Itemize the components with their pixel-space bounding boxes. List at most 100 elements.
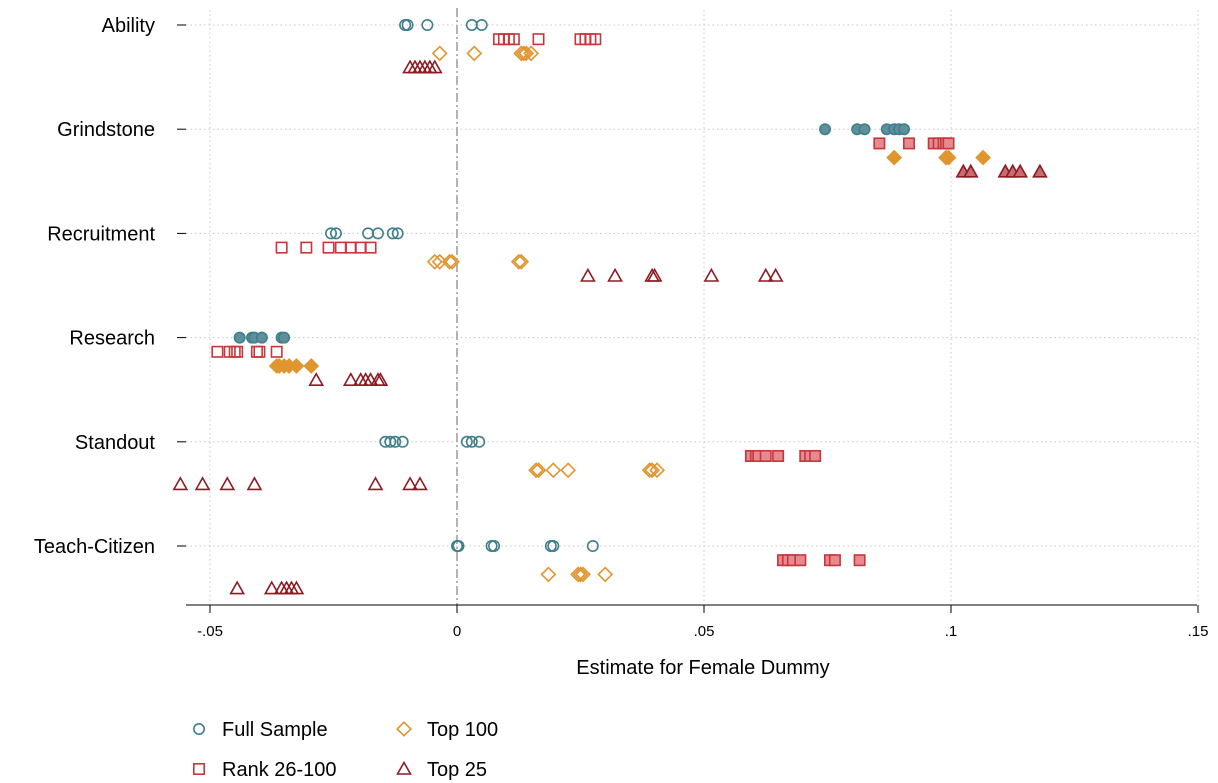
point-full-sample-standout [465, 435, 478, 448]
x-axis-title: Estimate for Female Dummy [576, 657, 829, 679]
point-rank-26-100-recruitment [322, 241, 335, 254]
point-rank-26-100-ability [532, 33, 545, 46]
point-top-25-grindstone [1032, 163, 1048, 178]
point-top-100-standout [644, 462, 661, 479]
point-rank-26-100-research [231, 345, 244, 358]
point-full-sample-grindstone [819, 123, 832, 136]
point-top-100-ability [515, 45, 532, 62]
x-tick-label: .05 [694, 623, 715, 640]
point-top-100-recruitment [510, 253, 527, 270]
point-top-100-teach-citizen [597, 566, 614, 583]
point-full-sample-teach-citizen [547, 539, 560, 552]
point-rank-26-100-research [211, 345, 224, 358]
category-label-grindstone: Grindstone [57, 119, 155, 141]
point-top-100-research [303, 358, 320, 374]
legend-item-full-sample: Full Sample [193, 719, 328, 741]
point-top-25-research [372, 372, 389, 387]
point-full-sample-teach-citizen [586, 539, 599, 552]
category-label-standout: Standout [75, 432, 156, 454]
point-top-100-standout [641, 462, 658, 479]
grid-lines [177, 10, 1199, 603]
point-full-sample-research [278, 331, 291, 344]
point-top-100-grindstone [886, 149, 903, 166]
point-top-100-recruitment [513, 253, 530, 270]
point-full-sample-ability [421, 18, 434, 31]
point-top-25-recruitment [607, 267, 623, 282]
point-rank-26-100-grindstone [942, 137, 955, 150]
point-top-100-ability [523, 45, 540, 62]
point-rank-26-100-standout [772, 449, 785, 462]
point-top-25-standout [367, 476, 384, 491]
point-top-100-teach-citizen [575, 566, 591, 583]
point-top-25-standout [246, 476, 263, 491]
point-top-100-grindstone [940, 149, 957, 166]
category-labels: Ability Grindstone Recruitment Research Stan… [34, 15, 156, 558]
point-top-100-teach-citizen [570, 566, 586, 583]
point-full-sample-recruitment [386, 227, 399, 240]
point-rank-26-100-recruitment [334, 241, 347, 254]
legend-marker-diamond-icon [396, 721, 412, 737]
legend-marker-square-icon [193, 762, 206, 775]
point-top-25-recruitment [757, 267, 774, 282]
point-rank-26-100-grindstone [873, 137, 886, 150]
legend-label: Full Sample [222, 719, 328, 741]
category-label-teach-citizen: Teach-Citizen [34, 536, 155, 558]
point-rank-26-100-recruitment [300, 241, 313, 254]
point-full-sample-standout [384, 435, 397, 448]
point-rank-26-100-teach-citizen [794, 554, 807, 567]
point-rank-26-100-recruitment [354, 241, 367, 254]
point-rank-26-100-standout [809, 449, 822, 462]
point-top-100-standout [528, 462, 544, 479]
point-full-sample-recruitment [371, 227, 384, 240]
legend-item-top-100: Top 100 [396, 719, 498, 741]
point-top-100-standout [560, 462, 577, 479]
point-top-25-standout [172, 476, 189, 491]
point-full-sample-standout [473, 435, 486, 448]
point-top-25-grindstone [962, 163, 979, 178]
point-rank-26-100-recruitment [344, 241, 357, 254]
x-axis: -.05 0 .05 .1 .15 [186, 604, 1208, 640]
point-top-25-teach-citizen [263, 580, 280, 595]
point-full-sample-recruitment [325, 227, 338, 240]
point-rank-26-100-research [270, 345, 283, 358]
point-rank-26-100-recruitment [275, 241, 288, 254]
point-top-25-standout [194, 476, 211, 491]
point-top-25-ability [426, 59, 443, 74]
point-top-25-research [308, 372, 325, 387]
legend-label: Top 100 [427, 719, 498, 741]
point-rank-26-100-standout [759, 449, 772, 462]
point-full-sample-standout [396, 435, 409, 448]
point-full-sample-standout [389, 435, 402, 448]
point-top-25-teach-citizen [288, 580, 305, 595]
point-rank-26-100-ability [589, 33, 602, 46]
point-top-100-standout [530, 462, 547, 479]
point-top-100-standout [649, 462, 666, 479]
point-top-25-research [342, 372, 359, 387]
point-rank-26-100-grindstone [903, 137, 916, 150]
point-full-sample-research [233, 331, 246, 344]
point-top-100-grindstone [975, 149, 992, 166]
point-top-100-ability [518, 45, 535, 62]
point-top-100-recruitment [441, 253, 458, 270]
point-top-100-standout [545, 462, 562, 479]
point-top-25-teach-citizen [229, 580, 246, 595]
point-full-sample-standout [460, 435, 473, 448]
point-top-25-recruitment [767, 267, 784, 282]
point-rank-26-100-research [250, 345, 263, 358]
point-top-25-standout [412, 476, 428, 491]
point-top-100-teach-citizen [572, 566, 589, 583]
legend-item-rank-26-100: Rank 26-100 [193, 759, 337, 781]
legend-marker-circle-icon [193, 722, 206, 735]
point-top-25-standout [219, 476, 236, 491]
point-full-sample-teach-citizen [452, 539, 465, 552]
point-top-100-ability [466, 45, 483, 62]
point-full-sample-research [255, 331, 268, 344]
point-top-100-teach-citizen [540, 566, 557, 583]
category-label-research: Research [69, 328, 155, 350]
point-full-sample-grindstone [858, 123, 871, 136]
point-rank-26-100-teach-citizen [853, 554, 866, 567]
point-full-sample-grindstone [898, 123, 911, 136]
point-top-25-standout [402, 476, 418, 491]
point-rank-26-100-ability [507, 33, 520, 46]
point-rank-26-100-recruitment [364, 241, 377, 254]
